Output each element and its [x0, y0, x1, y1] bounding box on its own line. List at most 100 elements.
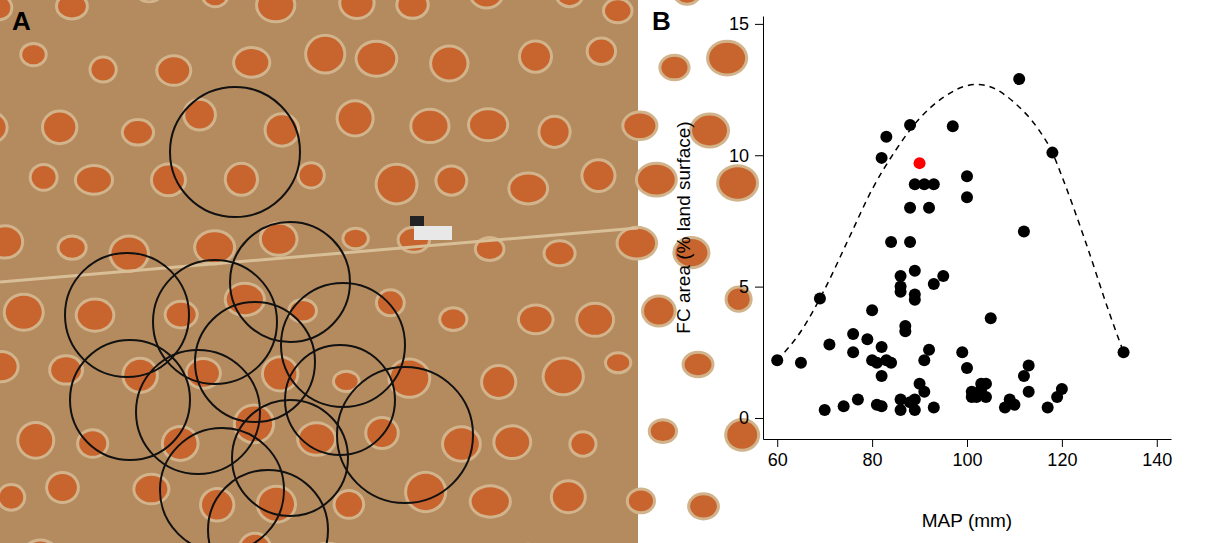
- bare-patch: [78, 301, 113, 330]
- ring: [208, 470, 328, 543]
- bare-patch: [690, 495, 717, 517]
- bare-patch: [558, 0, 581, 5]
- circle-rim: [468, 0, 505, 10]
- bare-patch: [471, 0, 502, 7]
- bare-patch: [124, 121, 152, 143]
- bare-patch: [44, 112, 75, 142]
- point: [928, 178, 940, 190]
- circle-rim: [537, 115, 571, 149]
- point: [847, 328, 859, 340]
- circle-rim: [355, 40, 399, 78]
- point: [1013, 73, 1025, 85]
- bare-patch: [571, 433, 594, 454]
- point: [795, 357, 807, 369]
- circle-rim: [658, 54, 690, 82]
- bare-patch: [367, 419, 397, 447]
- x-tick-mark: [777, 439, 778, 447]
- point: [918, 386, 930, 398]
- circle-rim: [518, 39, 553, 73]
- ring: [170, 87, 300, 217]
- circle-rim: [395, 0, 429, 20]
- circle-rim: [41, 109, 78, 145]
- circle-rim: [182, 98, 217, 132]
- circle-rim: [616, 226, 659, 261]
- circle-rim: [621, 110, 658, 141]
- ground: [0, 0, 638, 543]
- bare-patch: [470, 110, 506, 139]
- bare-patch: [91, 59, 114, 81]
- bare-patch: [19, 424, 52, 457]
- x-tick: 60: [768, 439, 788, 470]
- circle-rim: [224, 162, 259, 197]
- circle-rim: [16, 421, 55, 460]
- circle-rim: [568, 430, 597, 457]
- circle-rim: [261, 355, 299, 392]
- point: [980, 391, 992, 403]
- point: [866, 304, 878, 316]
- x-tick-mark: [1062, 439, 1063, 447]
- x-tick: 80: [863, 439, 883, 470]
- circle-rim: [75, 298, 116, 333]
- x-tick-mark: [967, 439, 968, 447]
- bare-patch: [441, 309, 465, 329]
- sample-rings: [65, 87, 473, 543]
- x-axis: 6080100120140: [764, 439, 1173, 470]
- circle-rim: [555, 0, 584, 8]
- y-tick: 15: [729, 14, 763, 34]
- circle-rim: [133, 0, 164, 3]
- panel-label: A: [12, 6, 31, 36]
- x-tick-label: 120: [1047, 450, 1077, 470]
- bare-patch: [624, 113, 655, 138]
- circle-rim: [467, 107, 509, 142]
- point: [928, 278, 940, 290]
- y-tick: 5: [739, 277, 763, 297]
- circle-rim: [332, 370, 361, 393]
- bare-patch: [0, 113, 6, 141]
- x-axis-title: MAP (mm): [922, 510, 1012, 531]
- circle-rim: [635, 162, 678, 198]
- circle-rim: [338, 0, 375, 20]
- circle-rim: [296, 161, 325, 189]
- bare-patch: [674, 0, 699, 3]
- bare-patch: [412, 111, 447, 141]
- bare-patch: [644, 298, 674, 325]
- bare-patch: [0, 353, 17, 380]
- point: [771, 354, 783, 366]
- point: [1056, 383, 1068, 395]
- circle-rim: [543, 239, 577, 267]
- circle-rim: [150, 163, 187, 198]
- y-axis: 051015: [729, 14, 764, 439]
- circle-rim: [19, 42, 48, 67]
- bare-patch: [378, 166, 416, 203]
- x-tick-label: 60: [768, 450, 788, 470]
- ring: [153, 260, 277, 384]
- bare-patch: [398, 0, 426, 17]
- point: [947, 120, 959, 132]
- bare-patch: [589, 40, 614, 64]
- point: [923, 344, 935, 356]
- x-tick-mark: [872, 439, 873, 447]
- circle-rim: [155, 54, 192, 87]
- point: [909, 265, 921, 277]
- circle-rim: [507, 171, 549, 205]
- track: [0, 228, 638, 282]
- plot-area: [771, 73, 1129, 416]
- point: [909, 394, 921, 406]
- circle-rim: [682, 351, 715, 378]
- point: [985, 312, 997, 324]
- x-tick: 120: [1047, 439, 1077, 470]
- scatter-series: [771, 73, 1129, 416]
- ring: [195, 302, 315, 422]
- bare-patch: [607, 354, 629, 371]
- ring: [136, 350, 260, 474]
- bare-patch: [358, 43, 396, 75]
- circle-rim: [626, 487, 656, 514]
- bare-patch: [58, 0, 86, 17]
- circle-rim: [469, 484, 512, 518]
- bare-patch: [202, 490, 232, 519]
- circle-rim: [336, 99, 375, 137]
- panel-a: [0, 0, 760, 543]
- bare-patch: [23, 541, 57, 543]
- y-tick-label: 5: [739, 277, 749, 297]
- bare-patch: [167, 303, 196, 327]
